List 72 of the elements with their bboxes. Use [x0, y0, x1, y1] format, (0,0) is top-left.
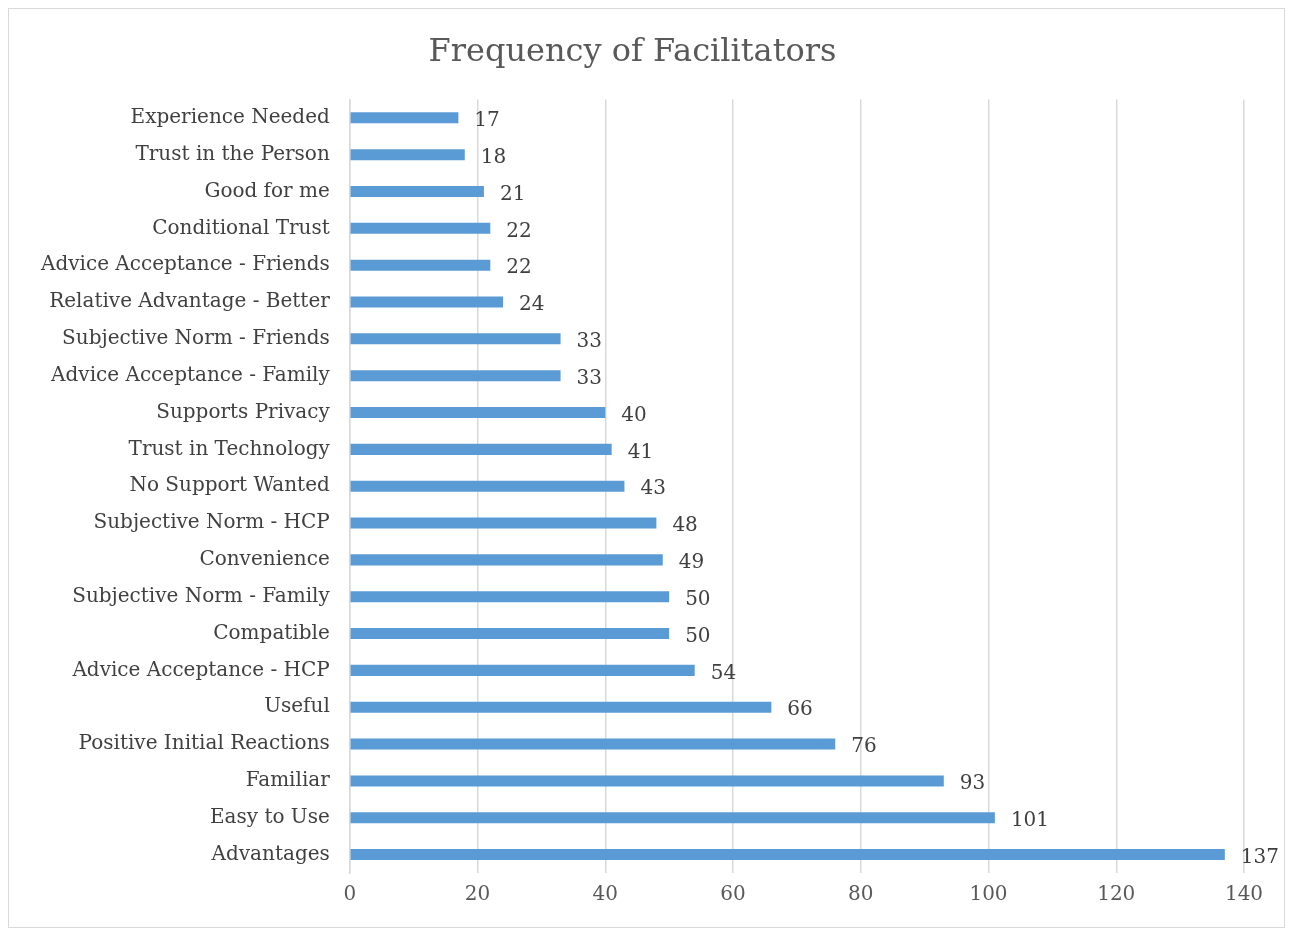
y-tick-label: Advice Acceptance - HCP [71, 656, 330, 681]
y-tick-label: Good for me [204, 177, 330, 202]
data-label: 50 [685, 622, 711, 647]
bar [350, 849, 1225, 861]
x-tick-label: 80 [848, 881, 874, 906]
y-tick-label: Convenience [199, 546, 330, 571]
data-label: 22 [506, 217, 532, 242]
y-tick-label: Subjective Norm - HCP [93, 509, 330, 534]
bar [350, 259, 491, 271]
data-label: 33 [576, 364, 603, 389]
y-tick-label: Conditional Trust [152, 214, 330, 239]
bar [350, 812, 995, 824]
data-label: 22 [506, 254, 532, 279]
y-tick-label: Supports Privacy [156, 398, 331, 423]
data-label: 41 [627, 438, 654, 463]
x-tick-label: 120 [1097, 881, 1136, 906]
x-tick-label: 60 [720, 881, 746, 906]
bar [350, 738, 836, 750]
y-tick-label: Advice Acceptance - Family [50, 361, 331, 386]
data-label: 76 [851, 733, 877, 758]
bar [350, 149, 465, 161]
data-label: 50 [685, 585, 711, 610]
y-tick-label: Familiar [245, 767, 331, 792]
data-label: 93 [959, 770, 986, 795]
bar [350, 185, 484, 198]
data-label: 48 [672, 512, 698, 537]
data-label: 49 [678, 549, 705, 574]
y-tick-label: Positive Initial Reactions [78, 730, 330, 755]
bar [350, 480, 625, 492]
bar [350, 370, 561, 382]
data-label: 137 [1240, 843, 1280, 868]
data-label: 40 [621, 401, 647, 426]
bar [350, 775, 944, 787]
bar [350, 443, 612, 455]
bar [350, 517, 657, 529]
bar [350, 554, 663, 566]
y-tick-label: Useful [264, 693, 330, 718]
y-tick-label: Relative Advantage - Better [49, 288, 331, 313]
y-tick-label: No Support Wanted [129, 472, 330, 497]
y-tick-label: Experience Needed [130, 104, 330, 129]
bar [350, 701, 772, 713]
bar [350, 628, 670, 640]
data-label: 43 [640, 475, 666, 500]
bar [350, 664, 695, 676]
bar [350, 296, 504, 308]
x-tick-label: 140 [1224, 881, 1264, 906]
data-label: 101 [1010, 806, 1050, 831]
data-label: 17 [474, 107, 500, 132]
bar [350, 591, 670, 603]
data-label: 54 [710, 659, 737, 684]
chart-title: Frequency of Facilitators [428, 30, 837, 69]
data-label: 66 [787, 696, 813, 721]
bar [350, 333, 561, 345]
bar [350, 407, 606, 419]
data-label: 33 [576, 328, 603, 353]
data-label: 21 [499, 180, 526, 205]
y-tick-label: Easy to Use [209, 803, 330, 828]
data-label: 18 [480, 143, 507, 168]
y-tick-label: Advantages [210, 840, 330, 865]
x-tick-label: 100 [969, 881, 1008, 906]
y-tick-label: Compatible [213, 619, 330, 644]
y-tick-label: Trust in Technology [128, 435, 331, 460]
y-tick-label: Subjective Norm - Friends [62, 325, 330, 350]
bar [350, 222, 491, 234]
y-tick-label: Subjective Norm - Family [72, 582, 331, 607]
bar [350, 112, 459, 124]
x-tick-label: 0 [343, 881, 357, 906]
x-tick-label: 20 [464, 881, 491, 906]
x-tick-label: 40 [592, 881, 618, 906]
y-tick-label: Trust in the Person [135, 140, 330, 165]
data-label: 24 [519, 291, 545, 316]
y-tick-label: Advice Acceptance - Friends [39, 251, 330, 276]
